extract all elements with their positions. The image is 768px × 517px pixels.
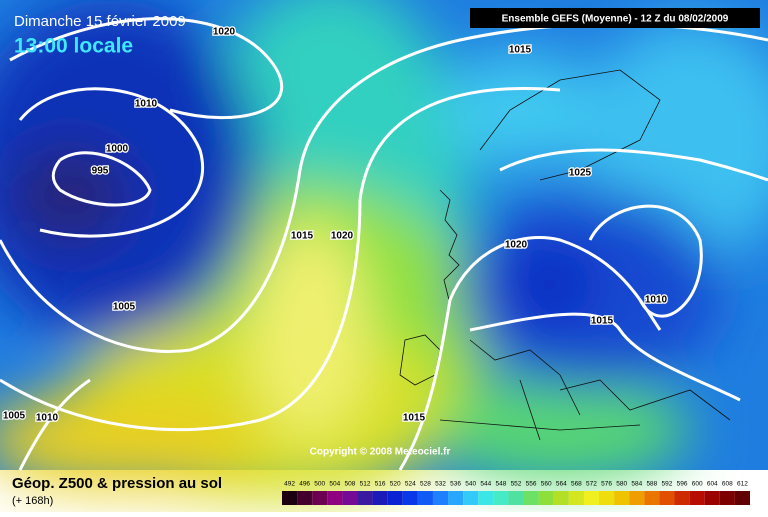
isobar-label: 1020 — [213, 27, 236, 38]
legend-swatch — [614, 491, 630, 505]
local-time: 13:00 locale — [14, 35, 133, 58]
legend-swatch — [357, 491, 373, 505]
legend-label: 500 — [314, 481, 325, 488]
legend-swatch — [297, 491, 313, 505]
legend-swatch — [644, 491, 660, 505]
legend-swatch — [387, 491, 403, 505]
legend-label: 564 — [556, 481, 567, 488]
isobar-label: 1005 — [3, 411, 26, 422]
legend-label: 576 — [601, 481, 612, 488]
isobar-label: 1010 — [645, 295, 668, 306]
legend-label: 552 — [511, 481, 522, 488]
date: Dimanche 15 février 2009 — [14, 13, 186, 30]
isobar-label: 1000 — [106, 144, 129, 155]
legend-swatch — [629, 491, 645, 505]
legend-label: 516 — [375, 481, 386, 488]
legend-swatch — [568, 491, 584, 505]
legend-label: 556 — [526, 481, 537, 488]
legend-label: 588 — [646, 481, 657, 488]
copyright: Copyright © 2008 Meteociel.fr — [310, 447, 451, 458]
legend-swatch — [478, 491, 494, 505]
isobar-label: 1025 — [569, 168, 592, 179]
legend-label: 532 — [435, 481, 446, 488]
legend-label: 536 — [450, 481, 461, 488]
legend-swatch — [312, 491, 328, 505]
legend-swatch — [327, 491, 343, 505]
legend-label: 504 — [329, 481, 340, 488]
isobar-label: 1005 — [113, 302, 136, 313]
legend-label: 584 — [631, 481, 642, 488]
legend-label: 572 — [586, 481, 597, 488]
footer-title: Géop. Z500 & pression au sol — [12, 475, 222, 492]
legend-swatch — [659, 491, 675, 505]
isobar-label: 1015 — [403, 413, 426, 424]
legend-swatch — [689, 491, 705, 505]
isobar-label: 1015 — [591, 316, 614, 327]
legend-swatch — [463, 491, 479, 505]
legend-label: 604 — [707, 481, 718, 488]
legend-swatch — [402, 491, 418, 505]
isobars — [0, 17, 768, 471]
legend-label: 560 — [541, 481, 552, 488]
legend-swatch — [432, 491, 449, 505]
legend-swatch — [734, 491, 750, 505]
legend-swatch — [493, 491, 509, 505]
legend-label: 608 — [722, 481, 733, 488]
legend-label: 508 — [345, 481, 356, 488]
isobar-label: 1010 — [135, 99, 158, 110]
footer-lead: (+ 168h) — [12, 495, 53, 507]
legend-swatch — [342, 491, 358, 505]
isobar-label: 995 — [92, 166, 109, 177]
legend-label: 548 — [495, 481, 506, 488]
legend-label: 580 — [616, 481, 627, 488]
isobar-label: 1020 — [331, 231, 354, 242]
legend-swatch — [417, 491, 433, 505]
legend-label: 612 — [737, 481, 748, 488]
isobar-label: 1010 — [36, 413, 59, 424]
legend-swatch — [508, 491, 524, 505]
legend-label: 592 — [662, 481, 673, 488]
legend: 492 496 500 504 508 512 516 520 524 528 532 536 540 5… — [282, 481, 750, 505]
legend-label: 520 — [390, 481, 401, 488]
legend-swatch — [538, 491, 554, 505]
field — [0, 0, 768, 500]
legend-label: 568 — [571, 481, 582, 488]
legend-label: 544 — [480, 481, 491, 488]
legend-swatch — [583, 491, 600, 505]
legend-swatch — [719, 491, 735, 505]
legend-swatch — [599, 491, 615, 505]
legend-label: 524 — [405, 481, 416, 488]
isobar-label: 1020 — [505, 240, 528, 251]
legend-label: 540 — [465, 481, 476, 488]
legend-label: 512 — [360, 481, 371, 488]
legend-swatch — [448, 491, 464, 505]
legend-label: 528 — [420, 481, 431, 488]
legend-swatch — [704, 491, 720, 505]
legend-label: 600 — [692, 481, 703, 488]
isobar-label: 1015 — [509, 45, 532, 56]
legend-swatch — [674, 491, 690, 505]
isobar-label: 1015 — [291, 231, 314, 242]
legend-swatch — [523, 491, 539, 505]
legend-swatch — [553, 491, 569, 505]
header-bar: Ensemble GEFS (Moyenne) - 12 Z du 08/02/… — [470, 8, 760, 28]
model-info: Ensemble GEFS (Moyenne) - 12 Z du 08/02/… — [502, 14, 729, 25]
legend-swatch — [282, 491, 298, 505]
legend-label: 492 — [284, 481, 295, 488]
isobar-labels: 1020 1015 1010 1000 995 1015 1020 1025 1020 1010 1… — [2, 25, 669, 425]
legend-swatch — [372, 491, 388, 505]
legend-label: 496 — [299, 481, 310, 488]
legend-label: 596 — [677, 481, 688, 488]
